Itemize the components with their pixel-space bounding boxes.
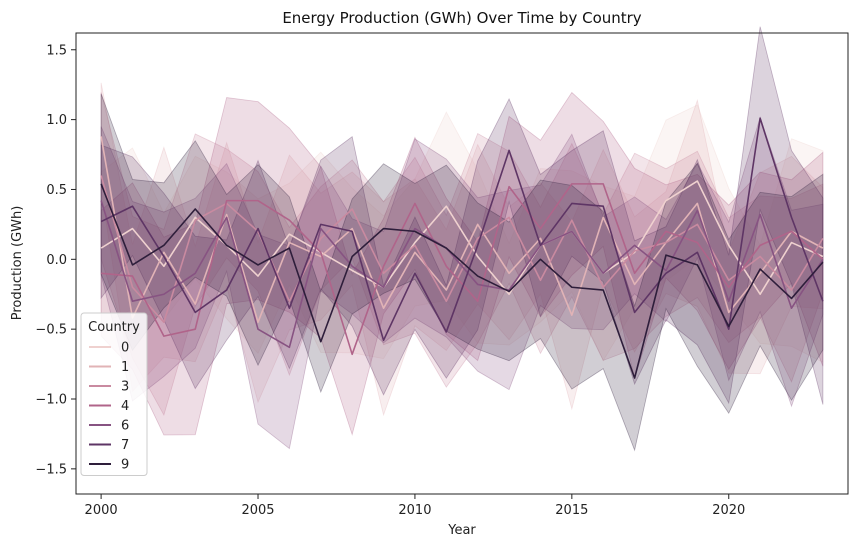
legend-label-3: 3 (121, 380, 129, 395)
line-country-1 (100, 136, 824, 323)
y-tick-label: 0.5 (46, 183, 67, 198)
x-tick-label: 2010 (398, 503, 431, 518)
legend-label-9: 9 (121, 458, 129, 473)
band-country-1 (100, 82, 824, 417)
legend: Country 0 1 3 4 6 7 9 (80, 312, 148, 476)
series-lines (100, 117, 824, 379)
x-tick-label: 2020 (712, 503, 745, 518)
y-axis-ticks: −1.5 −1.0 −0.5 0.0 0.5 1.0 1.5 (35, 43, 76, 477)
legend-label-0: 0 (121, 341, 129, 356)
y-tick-label: 0.0 (46, 253, 67, 268)
y-tick-label: −1.5 (35, 462, 67, 477)
legend-box (80, 312, 148, 476)
chart-title: Energy Production (GWh) Over Time by Cou… (282, 9, 641, 27)
line-country-4 (101, 183, 824, 356)
band-country-3 (100, 92, 824, 416)
y-tick-label: 1.0 (46, 113, 67, 128)
x-tick-label: 2015 (555, 503, 588, 518)
x-tick-label: 2005 (241, 503, 274, 518)
legend-label-6: 6 (121, 419, 129, 434)
y-tick-label: −1.0 (35, 393, 67, 408)
legend-label-7: 7 (121, 438, 129, 453)
line-country-9 (100, 183, 824, 379)
y-tick-label: −0.5 (35, 323, 67, 338)
x-axis-ticks: 2000 2005 2010 2015 2020 (85, 494, 745, 518)
band-country-9 (100, 93, 824, 452)
x-axis-label: Year (447, 523, 476, 538)
line-country-0 (100, 180, 824, 296)
line-country-6 (100, 200, 824, 349)
legend-label-4: 4 (121, 399, 129, 414)
line-country-7 (100, 117, 824, 342)
line-country-3 (100, 175, 824, 323)
plot-frame (75, 32, 849, 495)
legend-title: Country (88, 320, 140, 335)
band-country-7 (100, 26, 824, 405)
y-axis-label: Production (GWh) (10, 206, 25, 321)
legend-label-1: 1 (121, 360, 129, 375)
band-country-0 (100, 104, 824, 363)
x-tick-label: 2000 (85, 503, 118, 518)
y-tick-label: 1.5 (46, 43, 67, 58)
confidence-bands (100, 26, 824, 452)
